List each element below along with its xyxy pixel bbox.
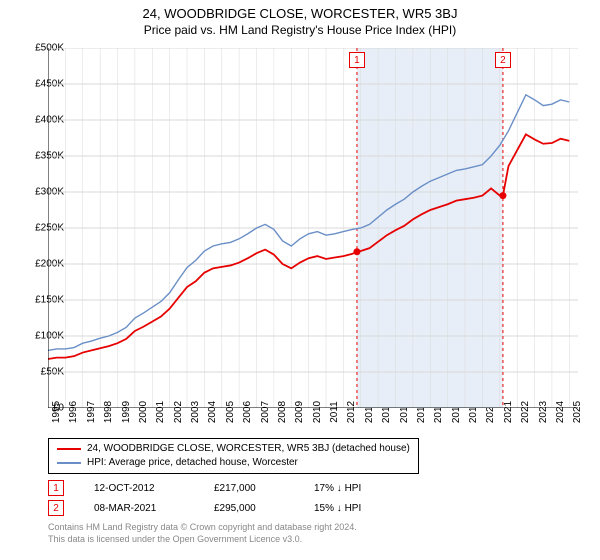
footer-line-2: This data is licensed under the Open Gov… bbox=[48, 534, 357, 546]
marker-badge-2: 2 bbox=[48, 500, 64, 516]
legend-label-price: 24, WOODBRIDGE CLOSE, WORCESTER, WR5 3BJ… bbox=[87, 442, 410, 456]
marker-date-2: 08-MAR-2021 bbox=[94, 503, 184, 514]
marker-row-1: 1 12-OCT-2012 £217,000 17% ↓ HPI bbox=[48, 478, 404, 498]
legend-swatch-hpi bbox=[57, 462, 81, 464]
marker-diff-1: 17% ↓ HPI bbox=[314, 483, 404, 494]
footer: Contains HM Land Registry data © Crown c… bbox=[48, 522, 357, 545]
chart-subtitle: Price paid vs. HM Land Registry's House … bbox=[0, 23, 600, 37]
marker-price-2: £295,000 bbox=[214, 503, 284, 514]
marker-diff-2: 15% ↓ HPI bbox=[314, 503, 404, 514]
legend: 24, WOODBRIDGE CLOSE, WORCESTER, WR5 3BJ… bbox=[48, 438, 419, 474]
marker-row-2: 2 08-MAR-2021 £295,000 15% ↓ HPI bbox=[48, 498, 404, 518]
marker-date-1: 12-OCT-2012 bbox=[94, 483, 184, 494]
footer-line-1: Contains HM Land Registry data © Crown c… bbox=[48, 522, 357, 534]
chart-title: 24, WOODBRIDGE CLOSE, WORCESTER, WR5 3BJ bbox=[0, 6, 600, 21]
chart-marker-badge: 2 bbox=[495, 52, 511, 68]
chart-container: 24, WOODBRIDGE CLOSE, WORCESTER, WR5 3BJ… bbox=[0, 0, 600, 560]
marker-table: 1 12-OCT-2012 £217,000 17% ↓ HPI 2 08-MA… bbox=[48, 478, 404, 518]
title-block: 24, WOODBRIDGE CLOSE, WORCESTER, WR5 3BJ… bbox=[0, 0, 600, 37]
chart-area bbox=[48, 48, 578, 408]
legend-swatch-price bbox=[57, 448, 81, 450]
legend-row-price: 24, WOODBRIDGE CLOSE, WORCESTER, WR5 3BJ… bbox=[57, 442, 410, 456]
marker-price-1: £217,000 bbox=[214, 483, 284, 494]
line-chart bbox=[48, 48, 578, 408]
legend-label-hpi: HPI: Average price, detached house, Worc… bbox=[87, 456, 298, 470]
chart-marker-badge: 1 bbox=[349, 52, 365, 68]
marker-badge-1: 1 bbox=[48, 480, 64, 496]
legend-row-hpi: HPI: Average price, detached house, Worc… bbox=[57, 456, 410, 470]
